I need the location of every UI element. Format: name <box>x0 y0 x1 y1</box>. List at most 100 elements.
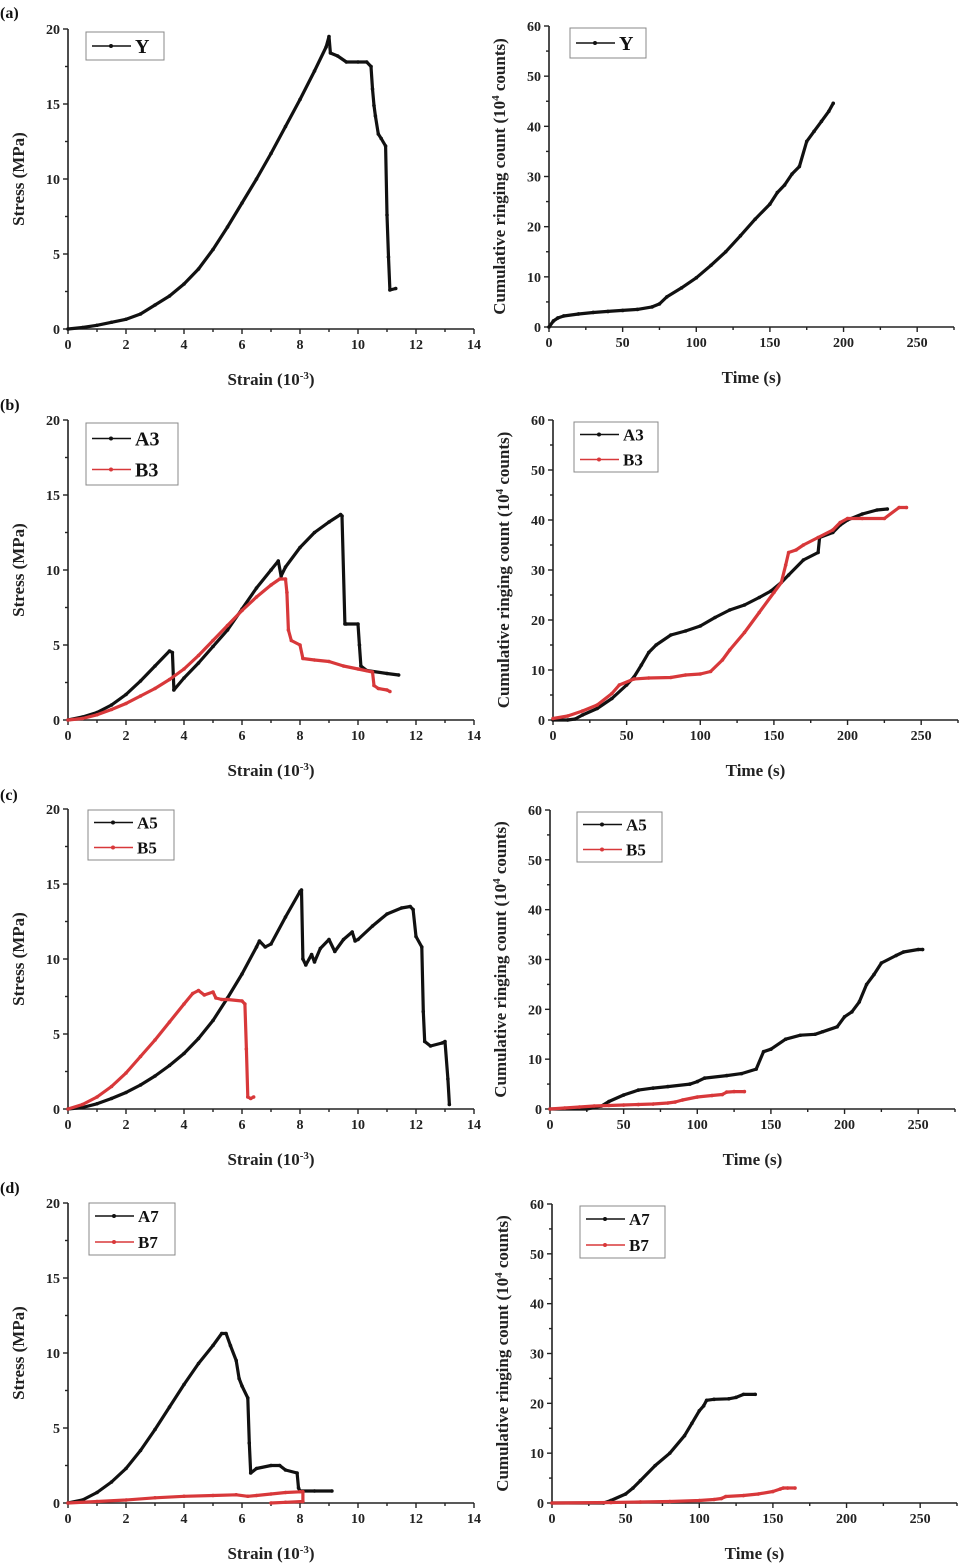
data-point-B5 <box>251 1095 256 1099</box>
data-point-B5 <box>592 1104 596 1108</box>
data-point-B5 <box>124 1071 128 1075</box>
data-point-A5 <box>312 960 317 964</box>
data-point-A7 <box>138 1448 143 1453</box>
data-point-B3 <box>772 590 776 595</box>
data-point-A7 <box>697 1409 702 1413</box>
data-point-B7 <box>298 1489 302 1494</box>
y-tick-label: 5 <box>53 1028 60 1043</box>
data-point-A3 <box>801 558 806 562</box>
x-tick-label: 12 <box>409 1118 423 1133</box>
data-point-A3 <box>138 679 143 683</box>
data-point-A5 <box>754 1067 758 1071</box>
y-tick-label: 40 <box>527 120 541 135</box>
data-point-B5 <box>182 1002 186 1006</box>
x-tick-label: 200 <box>837 729 858 744</box>
data-point-B5 <box>202 993 207 997</box>
series-line-B7 <box>66 1490 305 1505</box>
chart-c-stress: 0 2 4 6 8 10 12 14 0 5 10 15 20 Strain (10-3) Stress (… <box>9 803 481 1169</box>
data-point-B3 <box>356 667 360 671</box>
data-point-B5 <box>80 1102 85 1107</box>
data-point-Y <box>327 34 331 39</box>
data-point-Y <box>254 177 259 181</box>
data-point-Y <box>167 294 172 298</box>
data-point-B3 <box>301 656 305 661</box>
data-point-B7 <box>609 1500 613 1505</box>
data-point-Y <box>665 295 669 299</box>
data-point-Y <box>370 87 375 91</box>
x-tick-label: 6 <box>239 338 246 353</box>
data-point-B5 <box>246 1095 250 1099</box>
series-line-B3 <box>66 577 392 722</box>
data-point-B3 <box>698 672 703 676</box>
data-point-B5 <box>577 1105 582 1109</box>
x-tick-label: 2 <box>123 1512 130 1527</box>
data-point-A5 <box>353 939 357 943</box>
data-point-B5 <box>666 1101 670 1105</box>
data-point-B3 <box>124 701 128 706</box>
data-point-B3 <box>838 520 842 525</box>
y-tick-label: 20 <box>46 1197 60 1212</box>
data-point-B7 <box>124 1498 128 1502</box>
data-point-A5 <box>411 907 415 912</box>
data-point-B3 <box>897 505 901 510</box>
data-point-Y <box>356 60 360 64</box>
legend-marker-B5 <box>600 847 604 852</box>
y-tick-label: 20 <box>46 803 60 818</box>
data-point-A7 <box>283 1468 288 1472</box>
data-point-A3 <box>196 661 201 665</box>
data-point-B7 <box>781 1486 786 1490</box>
data-point-A7 <box>623 1492 628 1496</box>
data-point-B3 <box>66 718 70 722</box>
y-tick-label: 0 <box>53 714 60 729</box>
data-point-B7 <box>301 1499 305 1504</box>
y-tick-label: 15 <box>46 1272 60 1287</box>
data-point-B3 <box>277 577 282 581</box>
data-point-A7 <box>196 1361 201 1366</box>
y-tick-label: 0 <box>53 1497 60 1512</box>
data-point-A5 <box>688 1082 692 1086</box>
data-point-A7 <box>124 1466 128 1471</box>
data-point-A5 <box>916 947 920 952</box>
y-axis-title: Cumulative ringing count (104 counts) <box>493 1215 512 1492</box>
data-point-A5 <box>414 934 418 939</box>
data-point-Y <box>225 225 230 229</box>
data-point-A3 <box>356 622 360 626</box>
y-tick-label: 10 <box>528 1053 542 1068</box>
data-point-A3 <box>639 663 644 667</box>
x-tick-label: 6 <box>239 729 246 744</box>
data-point-A7 <box>247 1441 252 1445</box>
data-point-Y <box>153 303 157 307</box>
data-point-A3 <box>170 650 175 655</box>
data-point-B3 <box>167 677 172 682</box>
y-tick-label: 20 <box>46 23 60 38</box>
data-point-A5 <box>636 1088 641 1092</box>
data-point-A5 <box>920 947 925 952</box>
x-tick-label: 200 <box>833 336 854 351</box>
data-point-A7 <box>741 1392 746 1397</box>
data-point-Y <box>80 325 85 330</box>
data-point-B7 <box>793 1486 797 1490</box>
data-point-A3 <box>298 545 302 550</box>
data-point-B3 <box>372 683 376 688</box>
data-point-A7 <box>246 1396 250 1400</box>
y-tick-label: 10 <box>46 173 60 188</box>
data-point-A7 <box>704 1398 709 1403</box>
data-point-A5 <box>835 1024 839 1029</box>
data-point-Y <box>650 305 654 309</box>
legend-box <box>88 1202 176 1256</box>
data-point-A7 <box>330 1489 334 1493</box>
series-line-A7 <box>550 1392 757 1505</box>
data-point-A5 <box>356 937 360 942</box>
data-point-Y <box>753 217 757 221</box>
data-point-A3 <box>646 650 651 655</box>
data-point-A3 <box>573 717 577 721</box>
data-point-A3 <box>172 688 176 692</box>
data-point-A7 <box>167 1405 172 1409</box>
data-point-A5 <box>422 1039 427 1044</box>
data-point-B3 <box>254 595 259 599</box>
data-point-A7 <box>248 1471 253 1475</box>
data-point-A5 <box>263 945 268 949</box>
data-point-A5 <box>124 1090 128 1095</box>
